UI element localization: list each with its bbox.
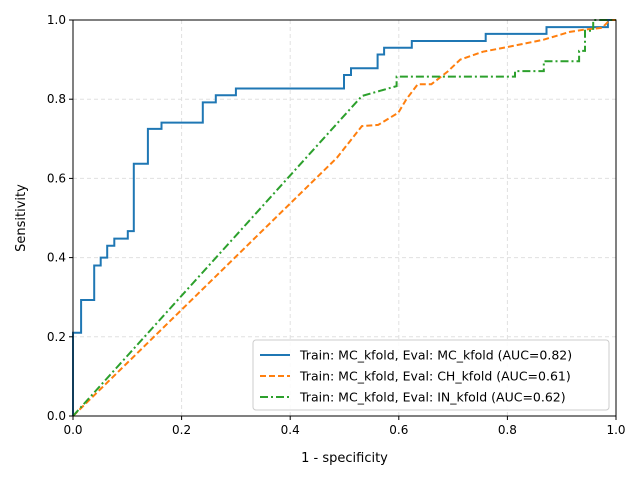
roc-curve-3 [72, 19, 616, 417]
legend-label: Train: MC_kfold, Eval: MC_kfold (AUC=0.8… [299, 348, 572, 363]
series-lines [72, 19, 616, 417]
y-tick-label: 0.8 [47, 92, 66, 106]
y-tick-label: 0.4 [47, 251, 66, 265]
y-tick-label: 0.6 [47, 171, 66, 185]
roc-curve-1 [72, 19, 616, 416]
y-tick-label: 0.2 [47, 330, 66, 344]
legend-label: Train: MC_kfold, Eval: IN_kfold (AUC=0.6… [299, 390, 566, 405]
legend-box [252, 339, 610, 411]
x-tick-label: 0.2 [172, 423, 191, 437]
roc-curve-2 [72, 19, 616, 417]
x-tick-label: 1.0 [606, 423, 625, 437]
x-ticks: 0.0 0.2 0.4 0.6 0.8 1.0 [63, 416, 626, 437]
y-tick-label: 1.0 [47, 13, 66, 27]
x-tick-label: 0.0 [63, 423, 82, 437]
y-axis-label: Sensitivity [14, 184, 29, 252]
x-axis-label: 1 - specificity [301, 451, 388, 466]
y-ticks: 0.0 0.2 0.4 0.6 0.8 1.0 [47, 13, 73, 423]
x-tick-label: 0.8 [498, 423, 517, 437]
x-tick-label: 0.6 [389, 423, 408, 437]
x-tick-label: 0.4 [281, 423, 300, 437]
legend: Train: MC_kfold, Eval: MC_kfold (AUC=0.8… [252, 339, 610, 411]
plot-frame [72, 19, 617, 417]
y-tick-label: 0.0 [47, 409, 66, 423]
legend-label: Train: MC_kfold, Eval: CH_kfold (AUC=0.6… [299, 369, 571, 384]
